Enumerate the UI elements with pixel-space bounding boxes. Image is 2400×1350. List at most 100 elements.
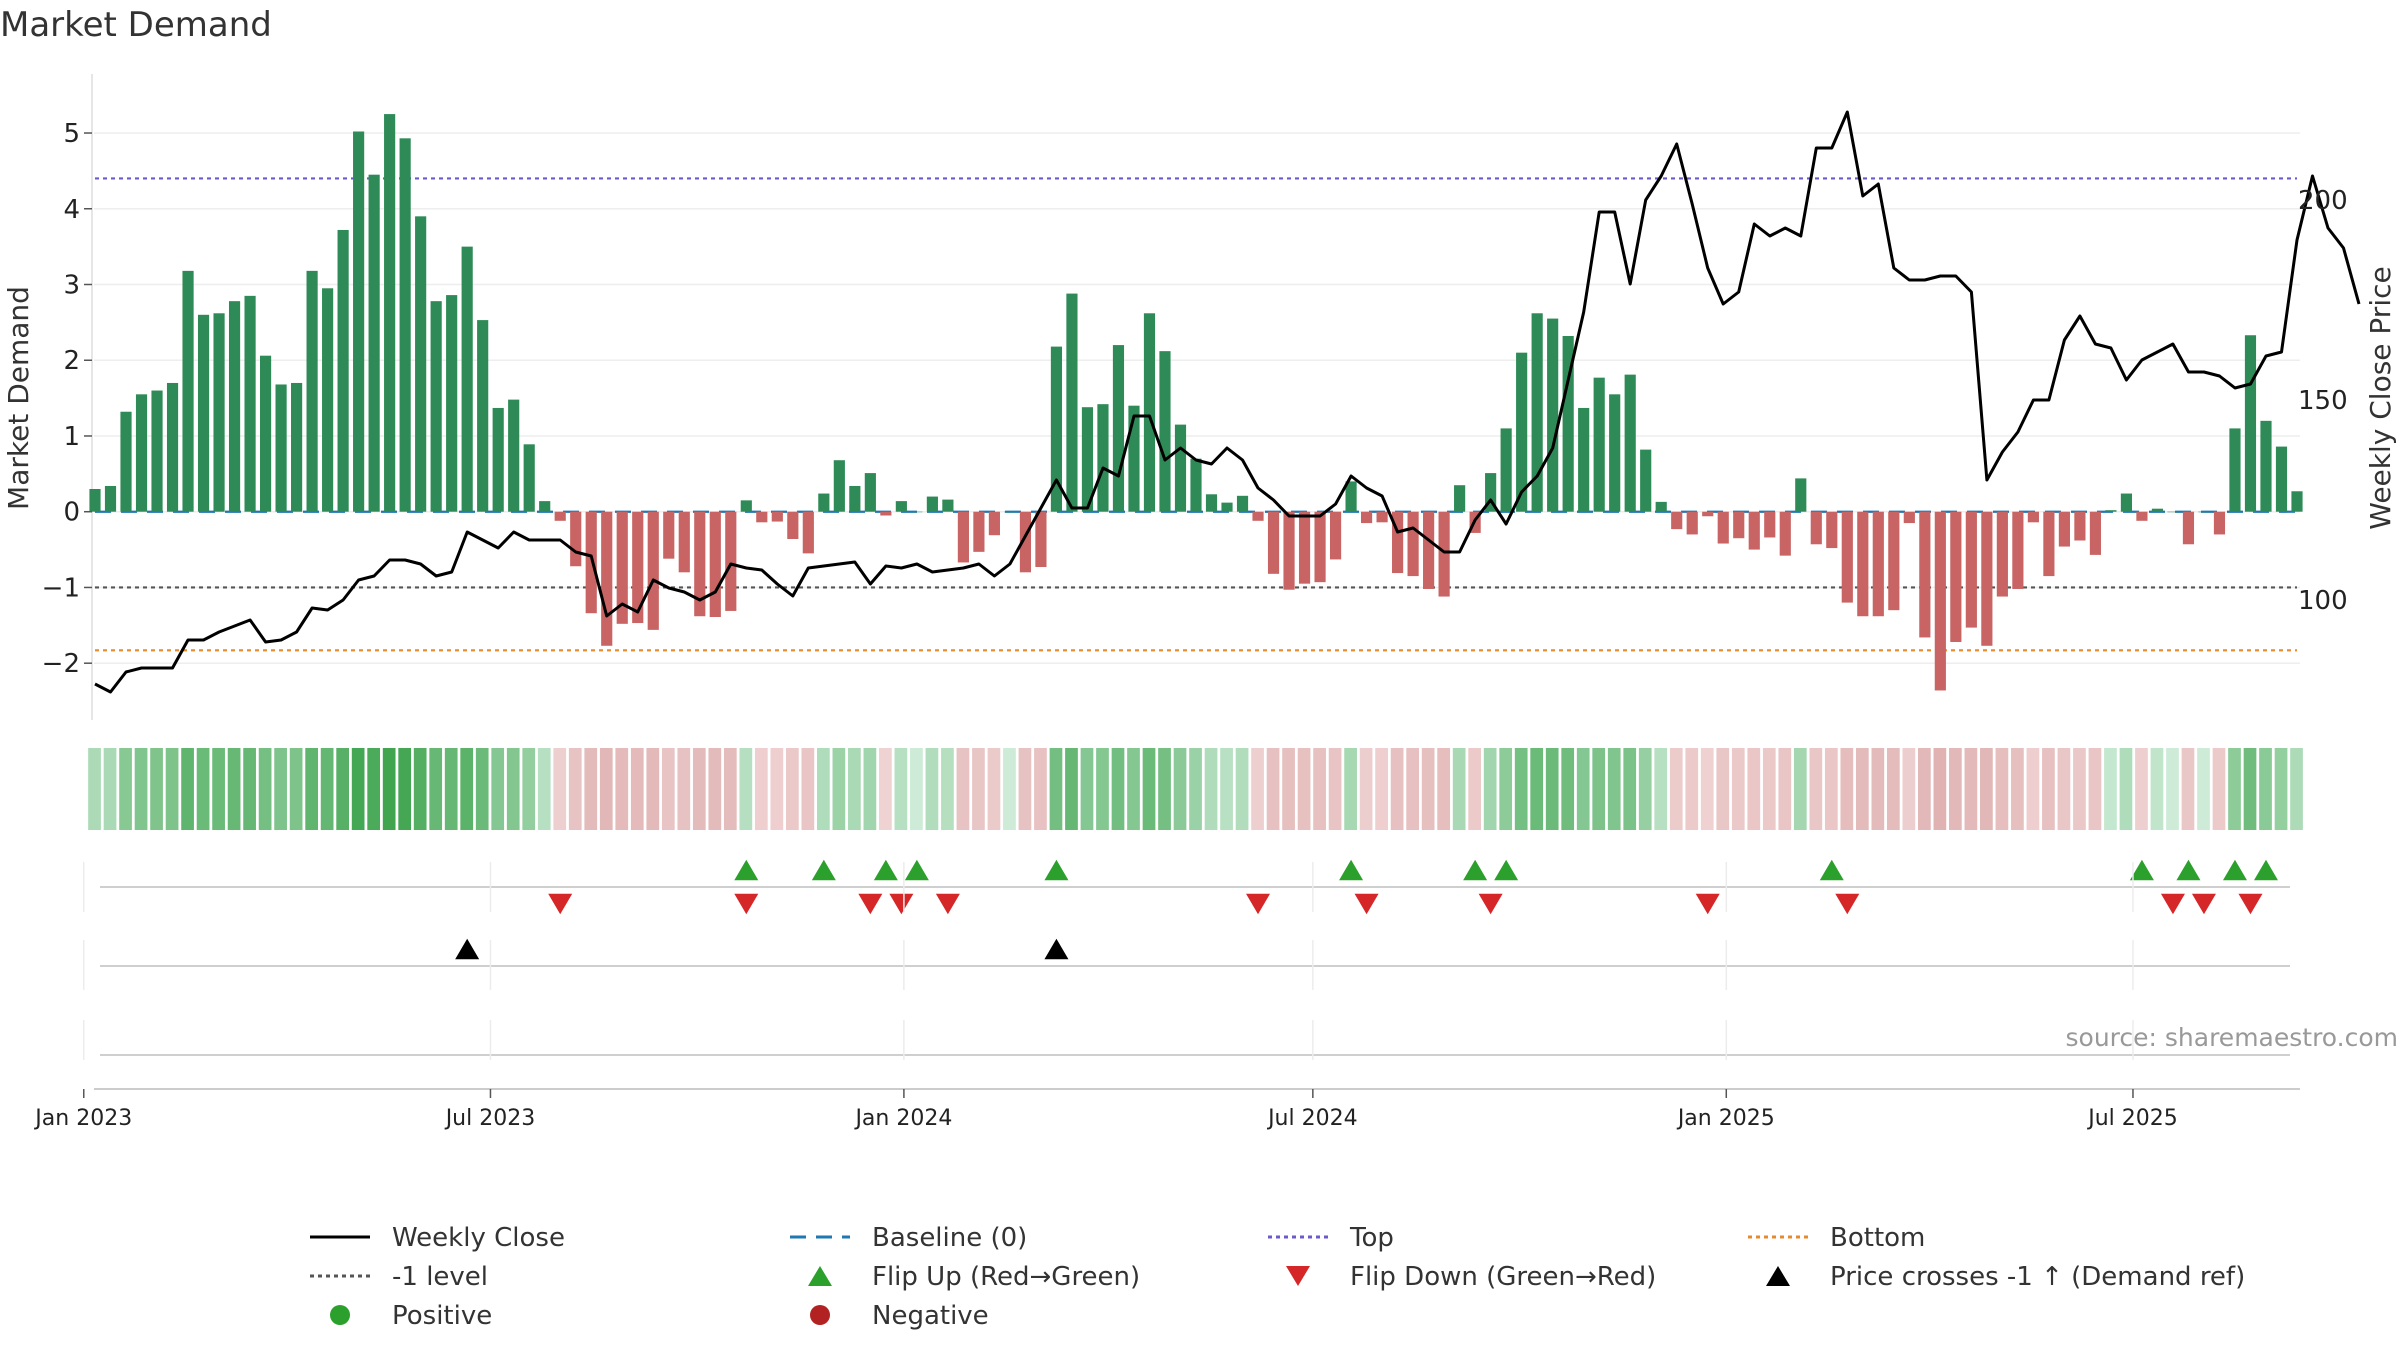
demand-bar bbox=[104, 485, 117, 512]
demand-bar bbox=[1671, 511, 1683, 530]
demand-bar bbox=[1717, 511, 1729, 544]
demand-bar bbox=[399, 138, 411, 512]
heat-cell bbox=[863, 748, 877, 830]
demand-bar bbox=[1392, 511, 1404, 574]
y-tick-label: 0 bbox=[63, 498, 80, 528]
flip-up-marker bbox=[1494, 859, 1519, 881]
demand-bar bbox=[1655, 501, 1667, 512]
demand-bar bbox=[616, 511, 628, 624]
demand-bar bbox=[244, 295, 256, 512]
legend-swatch bbox=[1766, 1266, 1790, 1286]
heat-cell bbox=[2135, 748, 2148, 830]
heat-cell bbox=[1437, 748, 1451, 830]
heat-cell bbox=[1452, 748, 1466, 830]
weekly-close-layer bbox=[94, 110, 2361, 694]
heat-cell bbox=[1809, 748, 1823, 830]
demand-bar bbox=[2027, 511, 2039, 523]
heat-cell bbox=[506, 748, 520, 830]
flip-up-marker bbox=[811, 859, 836, 881]
demand-bar bbox=[1423, 511, 1435, 589]
demand-bar bbox=[213, 313, 225, 512]
heat-cell bbox=[382, 748, 396, 830]
demand-bar bbox=[2012, 511, 2024, 589]
flip-down-marker bbox=[1695, 893, 1720, 915]
heat-cell bbox=[2057, 748, 2071, 830]
heat-cell bbox=[212, 748, 225, 830]
demand-bar bbox=[1562, 336, 1574, 512]
demand-bar bbox=[926, 496, 938, 512]
weekly-close-line bbox=[94, 110, 2361, 694]
demand-bar bbox=[725, 511, 737, 611]
demand-bar bbox=[1903, 511, 1915, 524]
heat-cell bbox=[320, 748, 334, 830]
demand-bars bbox=[89, 114, 2303, 691]
demand-bar bbox=[957, 511, 969, 563]
y-axis-label: Market Demand bbox=[2, 286, 35, 510]
flip-down-marker bbox=[548, 893, 573, 915]
heat-cell bbox=[1204, 748, 1218, 830]
demand-bar bbox=[1578, 407, 1590, 512]
flip-down-marker bbox=[935, 893, 960, 915]
demand-bar bbox=[1547, 318, 1559, 512]
heat-cell bbox=[2011, 748, 2024, 830]
heat-cell bbox=[2243, 748, 2257, 830]
price-cross-marker bbox=[1044, 938, 1069, 960]
heat-cell bbox=[1003, 748, 1016, 830]
heat-cell bbox=[1359, 748, 1373, 830]
heat-cell bbox=[1654, 748, 1668, 830]
demand-bar bbox=[1407, 511, 1419, 577]
y2-axis-ticks: 100 150 200 bbox=[2298, 186, 2348, 616]
demand-bar bbox=[1345, 481, 1357, 512]
heat-cell bbox=[1390, 748, 1404, 830]
demand-bar bbox=[1764, 511, 1776, 538]
heat-cell bbox=[1576, 748, 1590, 830]
demand-bar bbox=[228, 301, 241, 512]
y-tick-label: 3 bbox=[63, 270, 80, 300]
demand-bar bbox=[1950, 511, 1962, 642]
heat-cell bbox=[1980, 748, 1993, 830]
heat-cell bbox=[475, 748, 489, 830]
flip-down-marker bbox=[858, 893, 883, 915]
demand-bar bbox=[2058, 511, 2070, 547]
demand-bar bbox=[1624, 374, 1636, 512]
heat-cell bbox=[150, 748, 163, 830]
demand-bar bbox=[1810, 511, 1822, 545]
heat-cell bbox=[1762, 748, 1776, 830]
x-tick-label: Jul 2025 bbox=[2086, 1106, 2178, 1131]
demand-bar bbox=[197, 314, 210, 512]
heat-cell bbox=[1483, 748, 1497, 830]
heat-cell bbox=[723, 748, 737, 830]
heat-cell bbox=[196, 748, 210, 830]
legend-label: Negative bbox=[872, 1301, 989, 1331]
heat-cell bbox=[646, 748, 660, 830]
flip-down-marker bbox=[2160, 893, 2185, 915]
demand-bar bbox=[1314, 511, 1326, 583]
demand-bar bbox=[818, 493, 830, 512]
y-tick-label: 1 bbox=[63, 422, 80, 452]
x-tick-label: Jul 2024 bbox=[1266, 1106, 1358, 1131]
demand-bar bbox=[2151, 508, 2164, 512]
heat-cell bbox=[1251, 748, 1264, 830]
demand-bar bbox=[1019, 511, 1032, 573]
heat-cell bbox=[1855, 748, 1869, 830]
heat-cell bbox=[134, 748, 148, 830]
demand-bar bbox=[678, 511, 690, 573]
heat-cell bbox=[2197, 748, 2210, 830]
heat-cell bbox=[1282, 748, 1295, 830]
demand-bar bbox=[430, 301, 442, 512]
demand-bar bbox=[384, 114, 396, 512]
legend-swatch bbox=[808, 1266, 832, 1286]
demand-heat-strip bbox=[88, 748, 2303, 830]
flip-down-marker bbox=[2191, 893, 2216, 915]
demand-bar bbox=[1934, 511, 1946, 691]
heat-cell bbox=[987, 748, 1001, 830]
demand-bar bbox=[1190, 458, 1202, 512]
heat-cell bbox=[785, 748, 799, 830]
heat-cell bbox=[1421, 748, 1435, 830]
heat-cell bbox=[491, 748, 505, 830]
demand-bar bbox=[322, 288, 334, 512]
heat-cell bbox=[2088, 748, 2102, 830]
legend-label: Baseline (0) bbox=[872, 1223, 1027, 1253]
y-tick-label: −2 bbox=[42, 649, 80, 679]
